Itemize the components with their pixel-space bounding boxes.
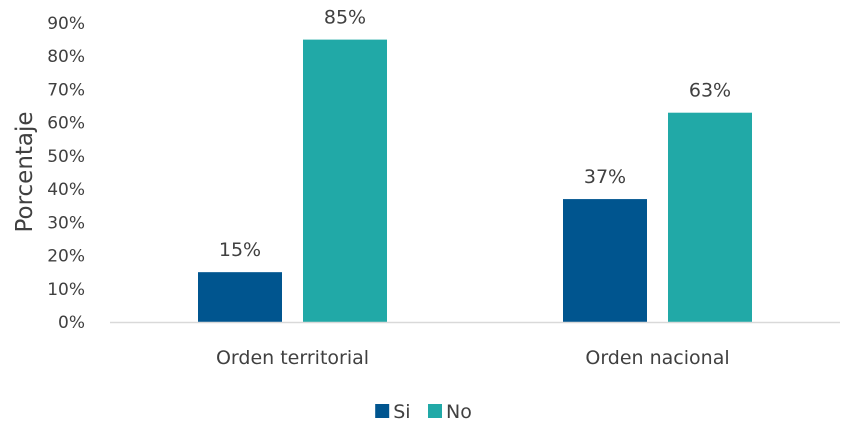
y-tick-label: 0% — [58, 313, 85, 333]
legend-label: Si — [393, 401, 410, 423]
y-tick-label: 10% — [47, 280, 85, 300]
y-tick-label: 50% — [47, 147, 85, 167]
x-axis-categories: Orden territorial Orden nacional — [216, 347, 730, 369]
data-label: 37% — [584, 166, 626, 188]
bar-no-2 — [668, 112, 752, 322]
y-tick-label: 20% — [47, 247, 85, 267]
x-category-label: Orden nacional — [585, 347, 729, 369]
legend-swatch-no — [428, 404, 442, 418]
data-label: 85% — [324, 7, 366, 29]
legend-swatch-si — [375, 404, 390, 418]
x-category-label: Orden territorial — [216, 347, 369, 369]
y-tick-label: 30% — [47, 213, 85, 233]
legend: Si No — [375, 401, 472, 423]
y-tick-label: 70% — [47, 80, 85, 100]
bar-no-1 — [303, 39, 387, 322]
bar-si-2 — [563, 199, 647, 322]
bar-si-1 — [198, 272, 282, 322]
data-label: 63% — [689, 80, 731, 102]
y-tick-label: 90% — [47, 14, 85, 34]
y-axis-ticks: 0% 10% 20% 30% 40% 50% 60% 70% 80% 90% — [47, 14, 85, 333]
y-axis-label: Porcentaje — [12, 111, 38, 232]
y-tick-label: 40% — [47, 180, 85, 200]
y-tick-label: 60% — [47, 114, 85, 134]
data-label: 15% — [219, 239, 261, 261]
y-tick-label: 80% — [47, 47, 85, 67]
bar-series: 15% 85% 37% 63% — [198, 7, 752, 322]
legend-label: No — [446, 401, 472, 423]
